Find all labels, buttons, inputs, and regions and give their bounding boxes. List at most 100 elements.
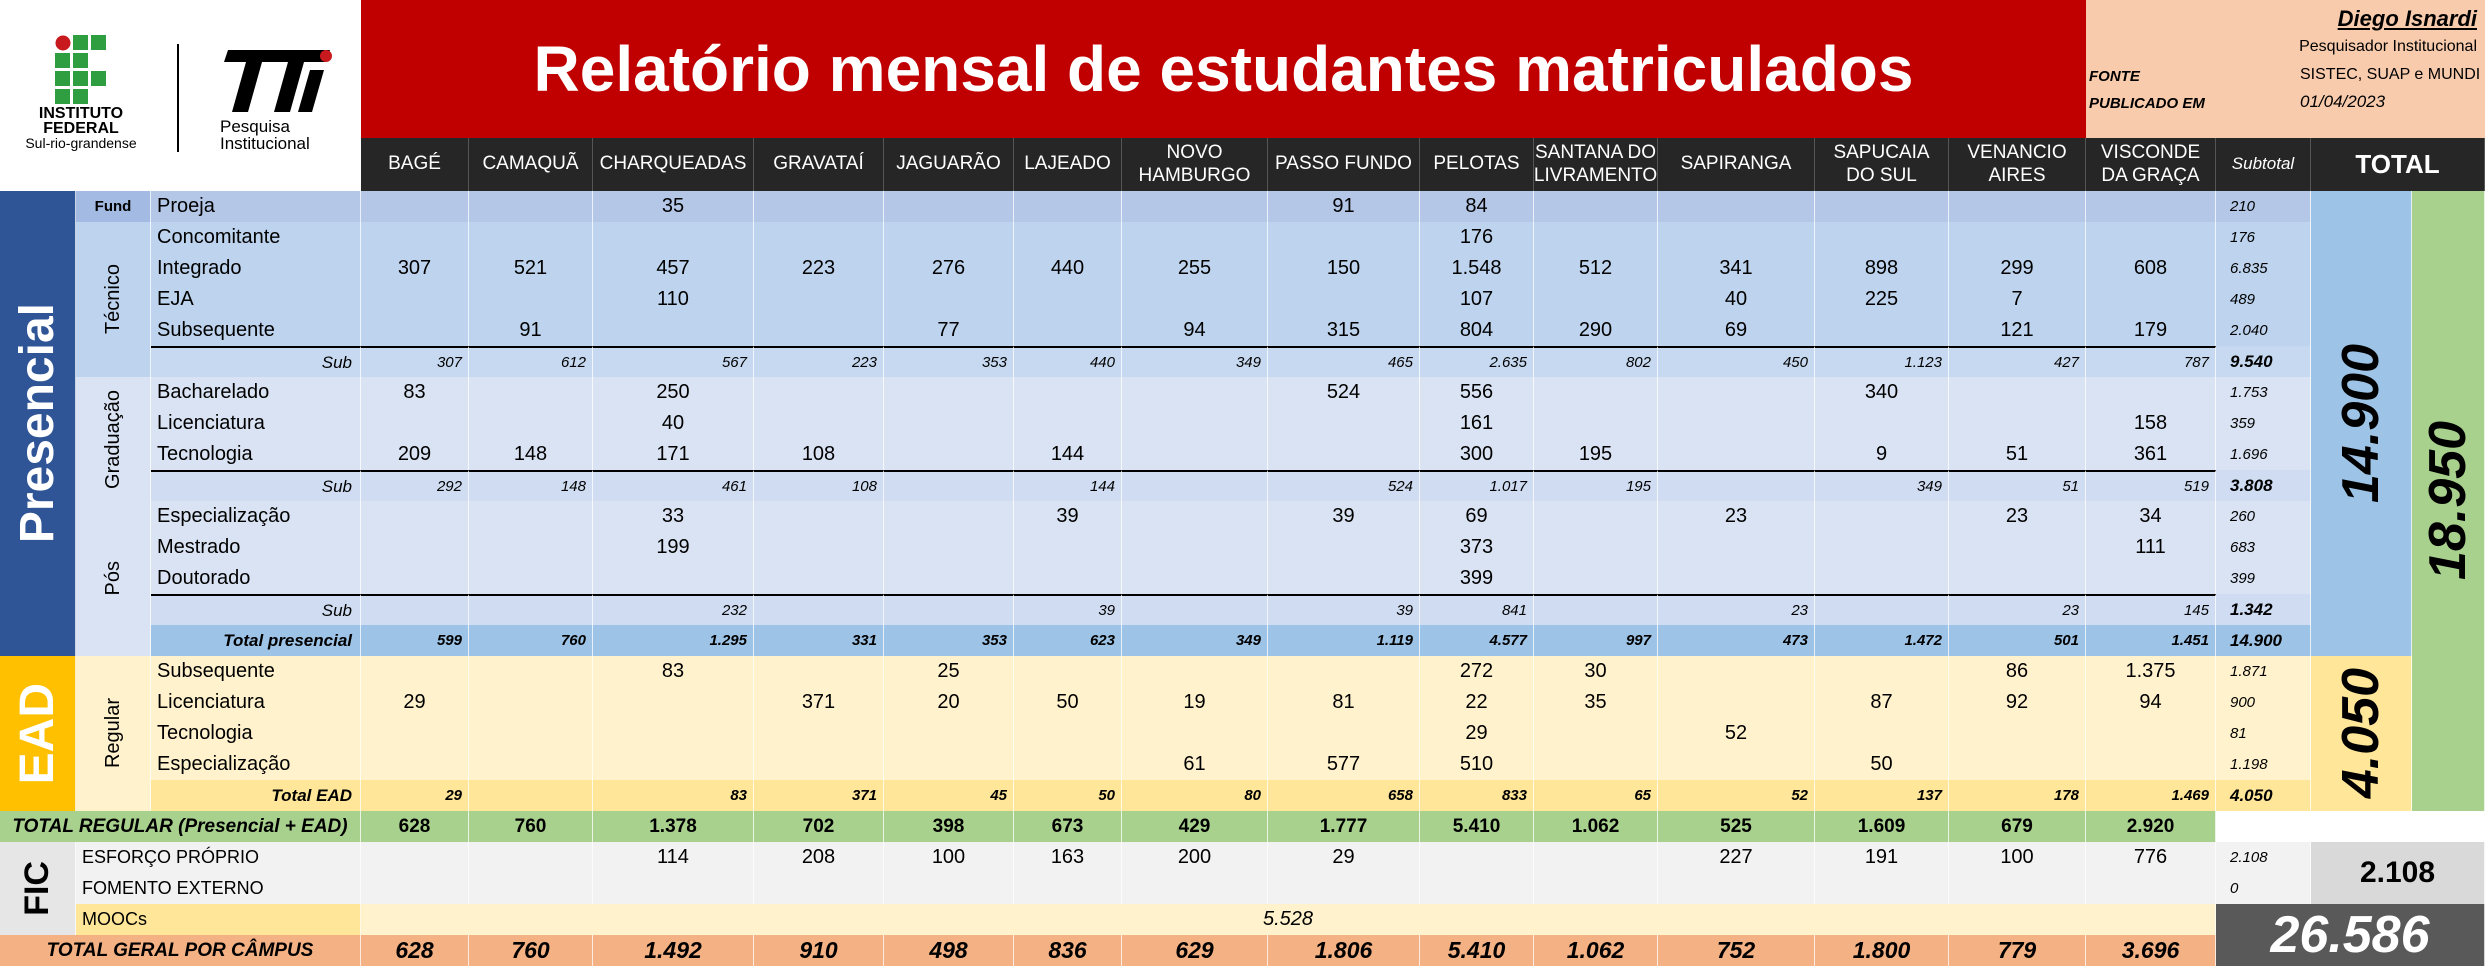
value-cell [754,656,884,687]
value-cell: 473 [1658,625,1815,656]
value-cell: 450 [1658,346,1815,377]
group-label-text: Fund [94,198,132,215]
value-cell [754,532,884,563]
value-cell: 4.577 [1420,625,1534,656]
value-cell-text: 398 [932,815,965,837]
value-cell: 331 [754,625,884,656]
column-header-text: LAJEADO [1024,153,1111,175]
value-cell: 179 [2086,315,2216,346]
value-cell-text: 673 [1051,815,1084,837]
value-cell [469,718,593,749]
value-cell [1658,377,1815,408]
value-cell: 69 [1658,315,1815,346]
row-label-text: Especialização [157,505,291,527]
value-cell-text: 2.920 [2126,815,2175,837]
value-cell-text: 23 [2005,505,2029,527]
value-cell: 276 [884,253,1014,284]
value-cell: 25 [884,656,1014,687]
value-cell [361,656,469,687]
value-cell-text: 50 [1870,753,1893,775]
row-label-text: Subsequente [157,319,275,341]
value-cell [884,408,1014,439]
row-label: MOOCs [76,904,361,935]
value-cell-text: 199 [656,536,690,558]
value-cell [1534,501,1658,532]
value-cell-text: 121 [2000,319,2034,341]
value-cell-text: 108 [851,478,877,495]
value-cell [884,563,1014,594]
value-cell-text: 223 [851,354,877,371]
value-cell: 429 [1122,811,1268,842]
value-cell [1122,408,1268,439]
value-cell-text: 1.469 [2171,787,2209,804]
value-cell [1122,563,1268,594]
value-cell-text: 1.017 [1489,478,1527,495]
value-cell [1122,501,1268,532]
value-cell-text: 29 [1465,722,1488,744]
value-cell-text: 77 [937,319,960,341]
row-label-text: Proeja [157,195,215,217]
value-cell: 1.062 [1534,811,1658,842]
value-cell: 100 [884,842,1014,873]
value-cell: 144 [1014,439,1122,470]
value-cell: 307 [361,253,469,284]
regular-total-text: 18.950 [2419,421,2477,581]
value-cell: 232 [593,594,754,625]
value-cell-text: 161 [1459,412,1494,434]
subtotal-cell: 3.808 [2216,470,2311,501]
value-cell-text: 50 [1098,787,1115,804]
value-cell: 100 [1949,842,2086,873]
value-cell [1268,408,1420,439]
value-cell-text: 51 [2005,443,2029,465]
value-cell [2086,718,2216,749]
value-cell-text: 86 [2005,660,2029,682]
value-cell [1014,749,1122,780]
value-cell: 608 [2086,253,2216,284]
value-cell [1949,749,2086,780]
value-cell-text: 148 [560,478,586,495]
value-cell [884,439,1014,470]
section-label: EAD [0,656,76,811]
value-cell: 7 [1949,284,2086,315]
value-cell [1534,594,1658,625]
value-cell-text: 94 [2139,691,2162,713]
subtotal-header-text: Subtotal [2231,154,2295,174]
value-cell: 144 [1014,470,1122,501]
value-cell-text: 307 [436,354,462,371]
value-cell [469,408,593,439]
row-label: Subsequente [151,315,361,346]
value-cell: 158 [2086,408,2216,439]
value-cell [2086,222,2216,253]
institution-line: INSTITUTO [39,105,123,122]
value-cell-text: 521 [513,257,548,279]
value-cell-text: 371 [801,691,836,713]
value-cell [1534,532,1658,563]
subtotal-cell: 399 [2216,563,2311,594]
value-cell: 83 [593,656,754,687]
value-cell [1014,718,1122,749]
value-cell [1949,408,2086,439]
value-cell [1658,470,1815,501]
subtotal-header: Subtotal [2216,138,2311,191]
value-cell: 5.410 [1420,811,1534,842]
value-cell-text: 349 [1235,354,1261,371]
value-cell-text: 1.378 [649,815,697,837]
value-cell [593,315,754,346]
column-header-text: SANTANA DO LIVRAMENTO [1534,141,1658,186]
subtotal-cell-text: 489 [2230,291,2256,308]
value-cell [469,873,593,904]
column-header-text: CHARQUEADAS [599,153,747,175]
value-cell: 80 [1122,780,1268,811]
value-cell: 61 [1122,749,1268,780]
value-cell: 83 [361,377,469,408]
subtotal-cell-text: 1.753 [2230,384,2268,401]
value-cell [469,687,593,718]
row-label-text: TOTAL GERAL POR CÂMPUS [46,939,314,961]
column-header-text: JAGUARÃO [896,153,1001,175]
value-cell: 3.696 [2086,935,2216,966]
source: SISTEC, SUAP e MUNDI [2300,66,2481,83]
column-header-text: GRAVATAÍ [773,153,864,175]
value-cell: 802 [1534,346,1658,377]
value-cell: 307 [361,346,469,377]
value-cell [469,563,593,594]
